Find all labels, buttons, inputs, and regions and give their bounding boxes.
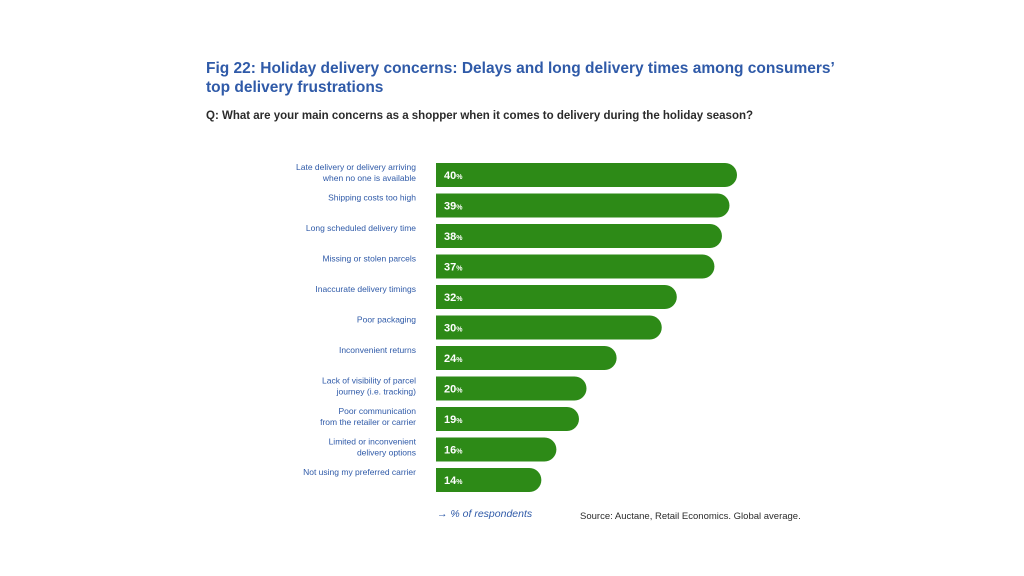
bar-row: 39% Shipping costs too high: [328, 193, 730, 218]
bar: [436, 163, 737, 187]
bar-row: 40% Late delivery or delivery arriving whe…: [296, 162, 737, 187]
bar: [436, 346, 617, 370]
bar: [436, 468, 542, 492]
bar-value-label: 20%: [444, 384, 463, 396]
bar-value-label: 24%: [444, 353, 463, 365]
bar-row: 20% Lack of visibility of parcel journey (…: [322, 376, 587, 401]
source-note: Source: Auctane, Retail Economics. Globa…: [580, 511, 801, 522]
bar-row: 14% Not using my preferred carrier: [303, 467, 542, 492]
category-label: Limited or inconvenient delivery options: [329, 437, 417, 458]
bar-value-label: 38%: [444, 231, 463, 243]
category-label: Late delivery or delivery arriving when n…: [296, 162, 416, 183]
bar-value-label: 16%: [444, 445, 463, 457]
bar: [436, 224, 722, 248]
chart-title: Fig 22: Holiday delivery concerns: Delay…: [206, 60, 834, 96]
bar: [436, 376, 587, 401]
category-label: Shipping costs too high: [328, 193, 416, 203]
bar-row: 19% Poor communication from the retailer o…: [320, 406, 579, 431]
category-label: Long scheduled delivery time: [306, 223, 416, 233]
bar-row: 24% Inconvenient returns: [339, 345, 617, 370]
bar-value-label: 32%: [444, 292, 463, 304]
bar-value-label: 14%: [444, 475, 463, 487]
bar: [436, 437, 557, 462]
category-label: Inconvenient returns: [339, 345, 416, 355]
bar: [436, 254, 715, 279]
category-label: Missing or stolen parcels: [322, 254, 416, 264]
bar: [436, 407, 579, 431]
bar-value-label: 40%: [444, 170, 463, 182]
bar: [436, 315, 662, 340]
bar-value-label: 30%: [444, 323, 463, 335]
bar-row: 37% Missing or stolen parcels: [322, 254, 715, 279]
bar-row: 16% Limited or inconvenient delivery optio…: [329, 437, 557, 462]
chart-subtitle: Q: What are your main concerns as a shop…: [206, 110, 754, 122]
bar-row: 38% Long scheduled delivery time: [306, 223, 722, 248]
category-label: Inaccurate delivery timings: [315, 284, 416, 294]
category-label: Poor communication from the retailer or c…: [320, 406, 416, 427]
bar-row: 30% Poor packaging: [357, 315, 662, 340]
category-label: Poor packaging: [357, 315, 416, 325]
bar-value-label: 37%: [444, 262, 463, 274]
category-label: Lack of visibility of parcel journey (i.e…: [322, 376, 416, 397]
bar-value-label: 19%: [444, 414, 463, 426]
bar-row: 32% Inaccurate delivery timings: [315, 284, 677, 309]
bar-value-label: 39%: [444, 201, 463, 213]
category-label: Not using my preferred carrier: [303, 467, 416, 477]
x-axis-label: → % of respondents: [437, 508, 533, 520]
bar: [436, 285, 677, 309]
bar: [436, 193, 730, 218]
